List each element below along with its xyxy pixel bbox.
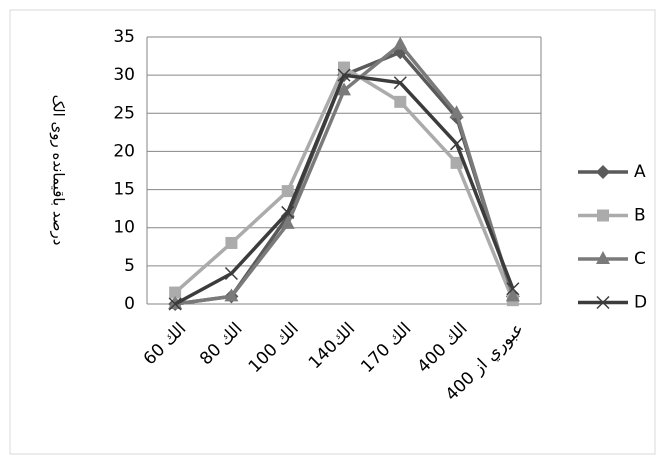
marker (449, 105, 464, 119)
marker (225, 236, 238, 249)
y-tick-label: 30 (113, 65, 135, 85)
series-line (173, 65, 515, 301)
x-tick-label: الك 400 (414, 319, 472, 377)
marker (393, 36, 408, 50)
y-tick-label: 20 (113, 141, 135, 161)
series (169, 61, 519, 307)
legend-label: A (634, 162, 646, 182)
marker (337, 82, 351, 96)
marker (597, 209, 609, 222)
series (168, 68, 520, 311)
marker (596, 295, 610, 310)
x-tick-label: الك140 (305, 319, 359, 373)
marker (450, 137, 464, 151)
marker (280, 215, 295, 229)
marker (450, 156, 463, 169)
y-tick-label: 0 (124, 294, 135, 314)
marker (337, 68, 351, 82)
legend-label: D (634, 293, 647, 313)
y-tick-label: 15 (113, 180, 135, 200)
y-tick-label: 25 (113, 103, 135, 123)
marker (596, 251, 610, 264)
x-tick-label: الك 60 (140, 319, 190, 369)
marker (169, 286, 182, 299)
chart-frame (9, 9, 656, 455)
marker (168, 297, 182, 311)
legend-label: B (634, 206, 646, 226)
marker (224, 266, 238, 281)
legend-label: C (634, 249, 646, 269)
x-tick-label: الك 170 (357, 319, 415, 377)
x-tick-label: الك 100 (245, 319, 303, 377)
marker (281, 185, 294, 198)
y-tick-label: 35 (113, 27, 135, 47)
marker (393, 76, 407, 90)
series (168, 36, 520, 309)
marker (596, 165, 610, 179)
x-tick-label: الك 80 (196, 319, 246, 369)
y-tick-label: 10 (113, 218, 135, 238)
y-tick-label: 5 (124, 256, 135, 276)
marker (394, 95, 407, 108)
marker (338, 61, 350, 74)
marker (224, 288, 239, 302)
marker (505, 288, 520, 302)
y-axis-title: درصد باقیمانده روی الک (50, 95, 68, 246)
marker (506, 282, 520, 296)
marker (281, 205, 295, 219)
